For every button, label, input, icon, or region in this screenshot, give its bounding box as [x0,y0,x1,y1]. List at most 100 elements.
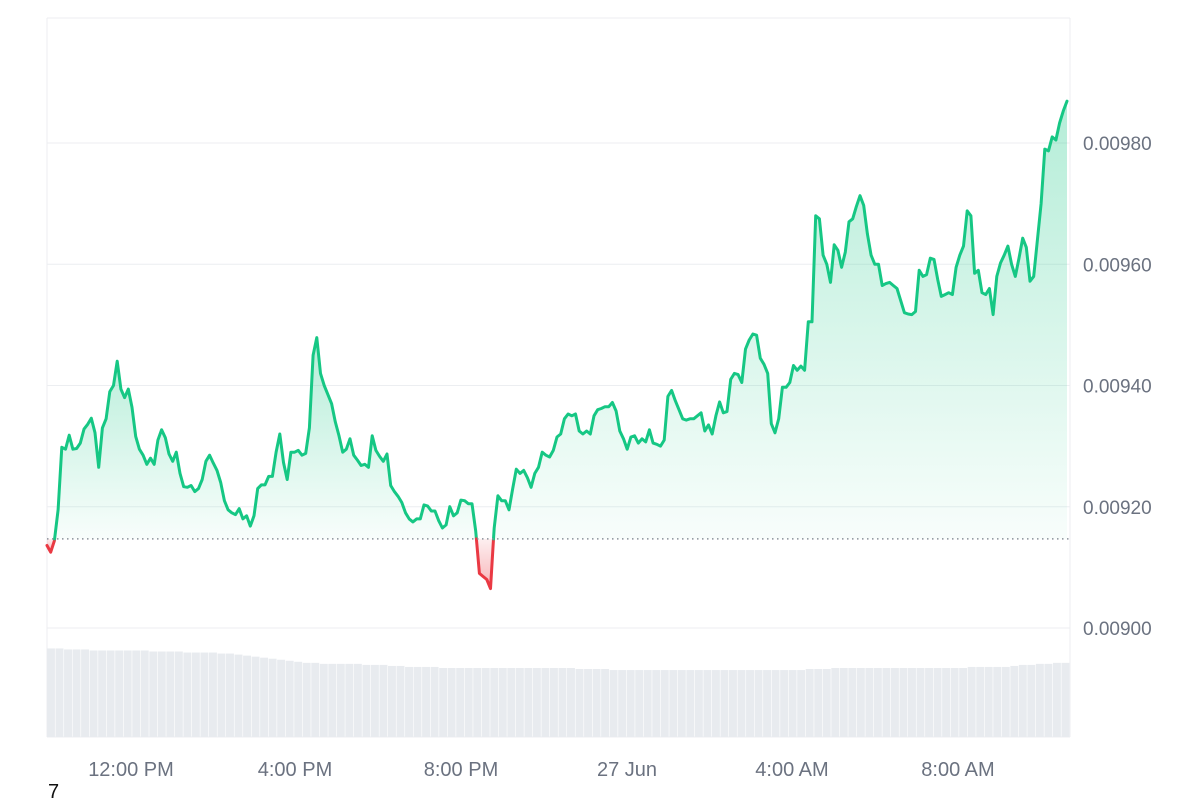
volume-bar [822,669,831,737]
volume-bar [1001,666,1010,737]
volume-bar [140,650,149,737]
volume-bar [660,670,669,737]
x-tick-label: 12:00 PM [88,759,174,781]
volume-bar [1044,663,1053,737]
volume-bar [575,669,584,737]
volume-bar [413,666,422,737]
volume-bar [848,667,857,737]
volume-bar [473,667,482,737]
corner-label: 7 [48,781,60,803]
volume-bar [959,667,968,737]
volume-bar [379,664,388,737]
volume-bar [481,667,490,737]
volume-bar [694,670,703,737]
y-tick-label: 0.00900 [1083,619,1152,640]
volume-bar [873,667,882,737]
volume-bar [882,667,891,737]
volume-bar [916,667,925,737]
volume-bar [711,670,720,737]
volume-bar [396,665,405,737]
volume-bar [328,663,337,737]
x-tick-label: 8:00 PM [424,759,498,781]
volume-bar [925,667,933,737]
volume-bar [439,667,448,737]
volume-bar [677,670,686,737]
price-line-down [474,537,495,591]
volume-bar [865,667,874,737]
price-lines [45,99,1070,591]
volume-bar [1027,664,1036,737]
volume-bar [737,670,746,737]
volume-bar [984,666,993,737]
volume-bar [908,667,916,737]
volume-bar [805,669,814,737]
volume-bar [1052,662,1061,737]
volume-bar [890,667,899,737]
volume-bar [549,667,558,737]
volume-bar [703,670,712,737]
volume-bar [464,667,473,737]
volume-bar [319,663,328,737]
volume-bar [362,664,371,737]
volume-bar [422,666,431,737]
volume-bar [405,666,413,737]
volume-bar [720,670,729,737]
volume-bar [302,662,311,737]
volume-bar [89,650,98,737]
volume-bar [285,660,294,737]
volume-bar [626,670,635,737]
volume-bar [1018,664,1027,737]
y-tick-label: 0.00940 [1083,377,1152,398]
volume-bar [797,670,806,737]
volume-bar [166,651,175,737]
volume-bar [592,669,601,737]
volume-bar [311,662,320,737]
volume-bar [584,669,592,737]
volume-bar [294,661,303,737]
y-axis-ticks: 0.00900 0.00920 0.00940 0.00960 0.00980 [1083,134,1152,640]
volume-bar [780,670,789,737]
volume-bar [157,651,166,737]
volume-bar [899,667,908,737]
volume-bar [251,656,260,737]
volume-bar [1035,663,1044,737]
volume-bar [336,663,345,737]
volume-bar [515,667,524,737]
volume-bar [191,652,200,737]
volume-bar [208,652,217,737]
volume-bar [226,653,234,737]
volume-bar [507,667,516,737]
volume-bar [993,666,1002,737]
volume-bar [643,670,652,737]
volume-bars [47,648,1070,737]
volume-bar [115,650,124,737]
volume-bar [353,663,362,737]
volume-bar [788,670,797,737]
volume-bar [447,667,456,737]
x-tick-label: 4:00 AM [755,759,828,781]
volume-bar [601,669,610,737]
price-area-up [493,101,1067,539]
volume-bar [686,670,695,737]
volume-bar [976,666,985,737]
volume-bar [174,651,183,737]
volume-bar [771,670,780,737]
volume-bar [746,670,754,737]
volume-bar [430,666,439,737]
volume-bar [856,667,865,737]
volume-bar [839,667,848,737]
volume-bar [64,649,72,737]
volume-bar [490,667,499,737]
volume-bar [268,658,277,737]
x-tick-label: 4:00 PM [258,759,332,781]
volume-bar [609,670,618,737]
price-area-down [476,538,494,589]
x-tick-label: 8:00 AM [921,759,994,781]
volume-bar [72,649,81,737]
volume-bar [814,669,823,737]
volume-bar [81,649,90,737]
volume-bar [234,654,243,737]
volume-bar [652,670,661,737]
price-line-up [492,99,1069,541]
volume-bar [47,648,55,737]
